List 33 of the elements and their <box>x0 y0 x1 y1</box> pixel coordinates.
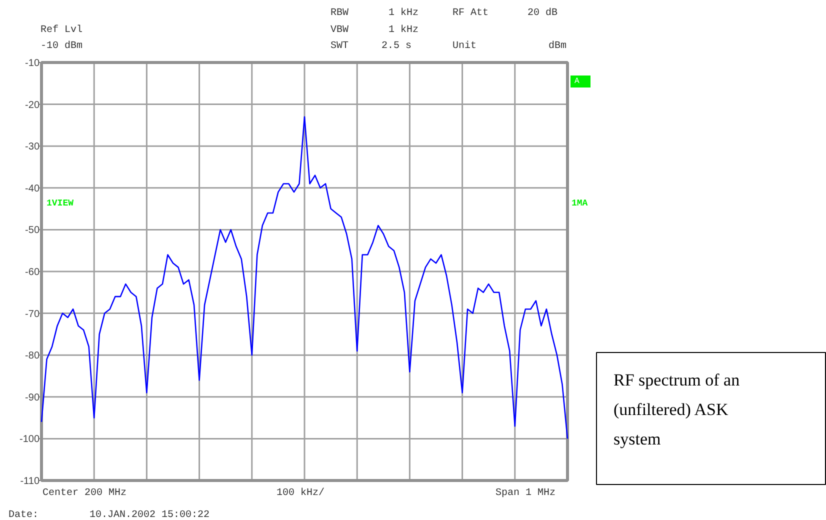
text: 10.JAN.2002 15:00:22 <box>90 510 210 520</box>
y-tick-label: -20 <box>25 100 40 111</box>
y-tick-label: -30 <box>25 142 40 153</box>
text: -10 dBm <box>40 40 83 52</box>
line-series <box>40 116 568 440</box>
text: A <box>574 77 580 86</box>
text: Date: <box>8 510 39 520</box>
y-tick-label: -100 <box>19 434 40 446</box>
y-tick-label: -70 <box>25 308 40 320</box>
text: RF spectrum of an (unfiltered) ASK system <box>614 370 740 448</box>
y-tick-label: -60 <box>25 267 40 278</box>
text: 20 dB <box>528 7 558 19</box>
text: 1 kHz <box>388 7 419 19</box>
text: RBW <box>330 8 349 19</box>
text: Span 1 MHz <box>496 488 556 499</box>
text: Unit <box>452 40 477 52</box>
text: VBW <box>330 25 349 36</box>
text: Center 200 MHz <box>42 488 127 499</box>
text: Ref Lvl <box>40 24 83 36</box>
text: 1 kHz <box>388 24 419 36</box>
y-tick-label: -90 <box>25 392 40 404</box>
text: 1MA <box>572 198 588 208</box>
annotation: 1VIEW <box>46 198 74 208</box>
y-tick-label: -110 <box>20 476 40 487</box>
text: dBm <box>548 40 567 52</box>
y-tick-label: -80 <box>25 350 40 362</box>
text: 100 kHz/ <box>276 487 325 499</box>
y-tick-label: -50 <box>25 225 40 236</box>
y-tick-label: -40 <box>25 183 40 194</box>
text: 2.5 s <box>382 41 412 52</box>
text: RF Att <box>452 8 489 19</box>
y-tick-label: -10 <box>25 58 40 69</box>
text: SWT <box>330 41 349 52</box>
